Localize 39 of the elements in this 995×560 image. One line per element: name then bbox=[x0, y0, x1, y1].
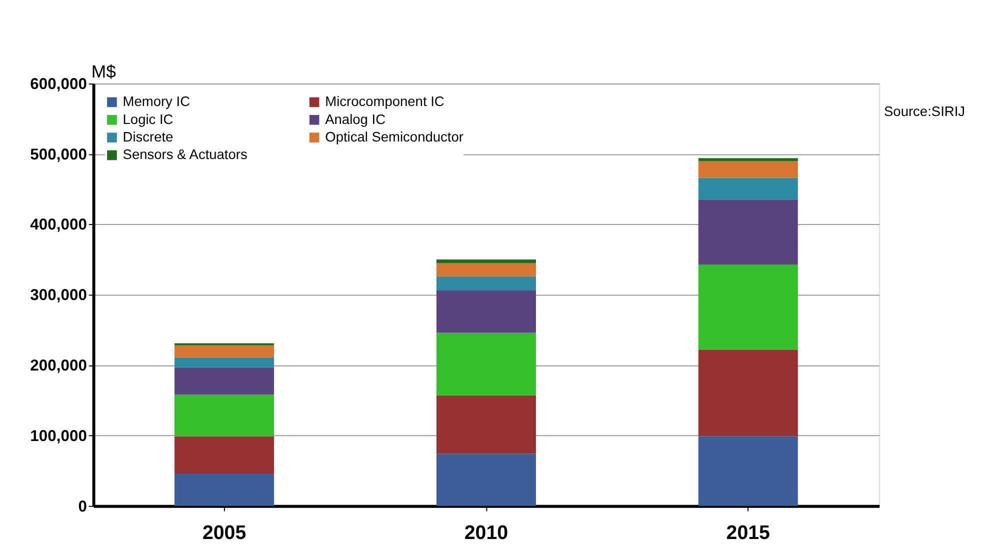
y-tick-label: 600,000 bbox=[30, 76, 88, 93]
legend-label: Discrete bbox=[122, 129, 174, 144]
legend-label: Logic IC bbox=[122, 112, 174, 127]
y-tick-label: 100,000 bbox=[30, 428, 88, 445]
bar bbox=[436, 290, 536, 333]
bar bbox=[436, 395, 536, 454]
y-tick-label: 400,000 bbox=[30, 216, 88, 234]
y-tick-label: 300,000 bbox=[30, 287, 88, 304]
bar bbox=[698, 158, 798, 161]
bar bbox=[436, 276, 536, 290]
source-note: Source:SIRIJ bbox=[884, 104, 966, 119]
bar bbox=[436, 332, 536, 396]
bar bbox=[436, 260, 536, 264]
bar bbox=[698, 350, 798, 436]
bar bbox=[698, 436, 798, 506]
bar bbox=[436, 263, 536, 276]
y-tick-label: 0 bbox=[78, 498, 88, 516]
y-tick-label: 200,000 bbox=[30, 358, 88, 374]
legend-label: Microcomponent IC bbox=[325, 94, 444, 110]
bar bbox=[698, 160, 798, 178]
bar bbox=[436, 454, 536, 506]
y-axis-title: M$ bbox=[91, 62, 116, 82]
legend-label: Analog IC bbox=[325, 112, 386, 127]
bar bbox=[174, 436, 274, 474]
bar bbox=[174, 474, 274, 506]
bar bbox=[174, 394, 274, 436]
legend-label: Memory IC bbox=[122, 94, 190, 110]
legend-label: Optical Semiconductor bbox=[325, 129, 464, 144]
legend-label: Sensors & Actuators bbox=[122, 147, 248, 162]
x-tick-label: 2010 bbox=[464, 522, 508, 544]
bar bbox=[698, 264, 798, 350]
y-tick-label: 500,000 bbox=[30, 146, 88, 164]
bar bbox=[174, 345, 274, 358]
x-tick-label: 2015 bbox=[726, 522, 770, 544]
bar bbox=[174, 357, 274, 368]
x-tick-label: 2005 bbox=[202, 522, 246, 544]
bar bbox=[174, 367, 274, 395]
bar bbox=[698, 178, 798, 200]
bar bbox=[698, 200, 798, 264]
